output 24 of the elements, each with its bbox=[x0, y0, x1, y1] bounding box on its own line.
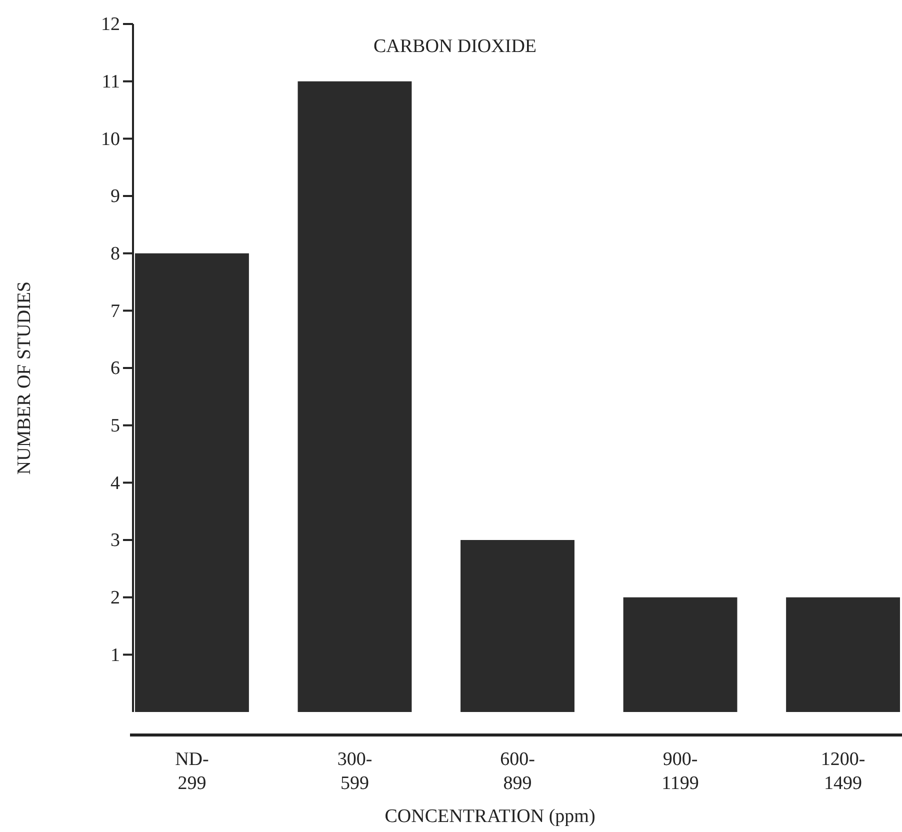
y-tick-label: 5 bbox=[110, 415, 120, 436]
y-tick-label: 1 bbox=[110, 644, 120, 666]
y-axis-title: NUMBER OF STUDIES bbox=[14, 281, 35, 475]
bar bbox=[298, 81, 412, 712]
x-tick-label: 1200-1499 bbox=[820, 749, 866, 794]
y-tick-label: 6 bbox=[110, 358, 120, 380]
bar bbox=[623, 597, 738, 712]
x-tick-label: 900-1199 bbox=[662, 749, 699, 794]
y-tick-label: 9 bbox=[110, 186, 120, 208]
y-tick-label: 8 bbox=[110, 243, 120, 264]
y-tick-label: 11 bbox=[102, 71, 120, 92]
y-tick-label: 4 bbox=[110, 472, 120, 494]
bar bbox=[786, 597, 900, 712]
text: CARBON DIOXIDE bbox=[373, 36, 537, 57]
x-tick-label: 300-599 bbox=[337, 749, 372, 794]
bar bbox=[460, 540, 574, 712]
x-tick-label: ND-299 bbox=[175, 749, 209, 794]
x-axis-title: CONCENTRATION (ppm) bbox=[384, 806, 596, 827]
y-tick-label: 3 bbox=[110, 530, 120, 552]
x-tick-label: 600-899 bbox=[500, 749, 535, 794]
y-tick-label: 10 bbox=[101, 128, 120, 150]
y-tick-label: 12 bbox=[101, 14, 120, 36]
y-tick-label: 2 bbox=[110, 587, 120, 608]
y-tick-label: 7 bbox=[110, 300, 120, 322]
